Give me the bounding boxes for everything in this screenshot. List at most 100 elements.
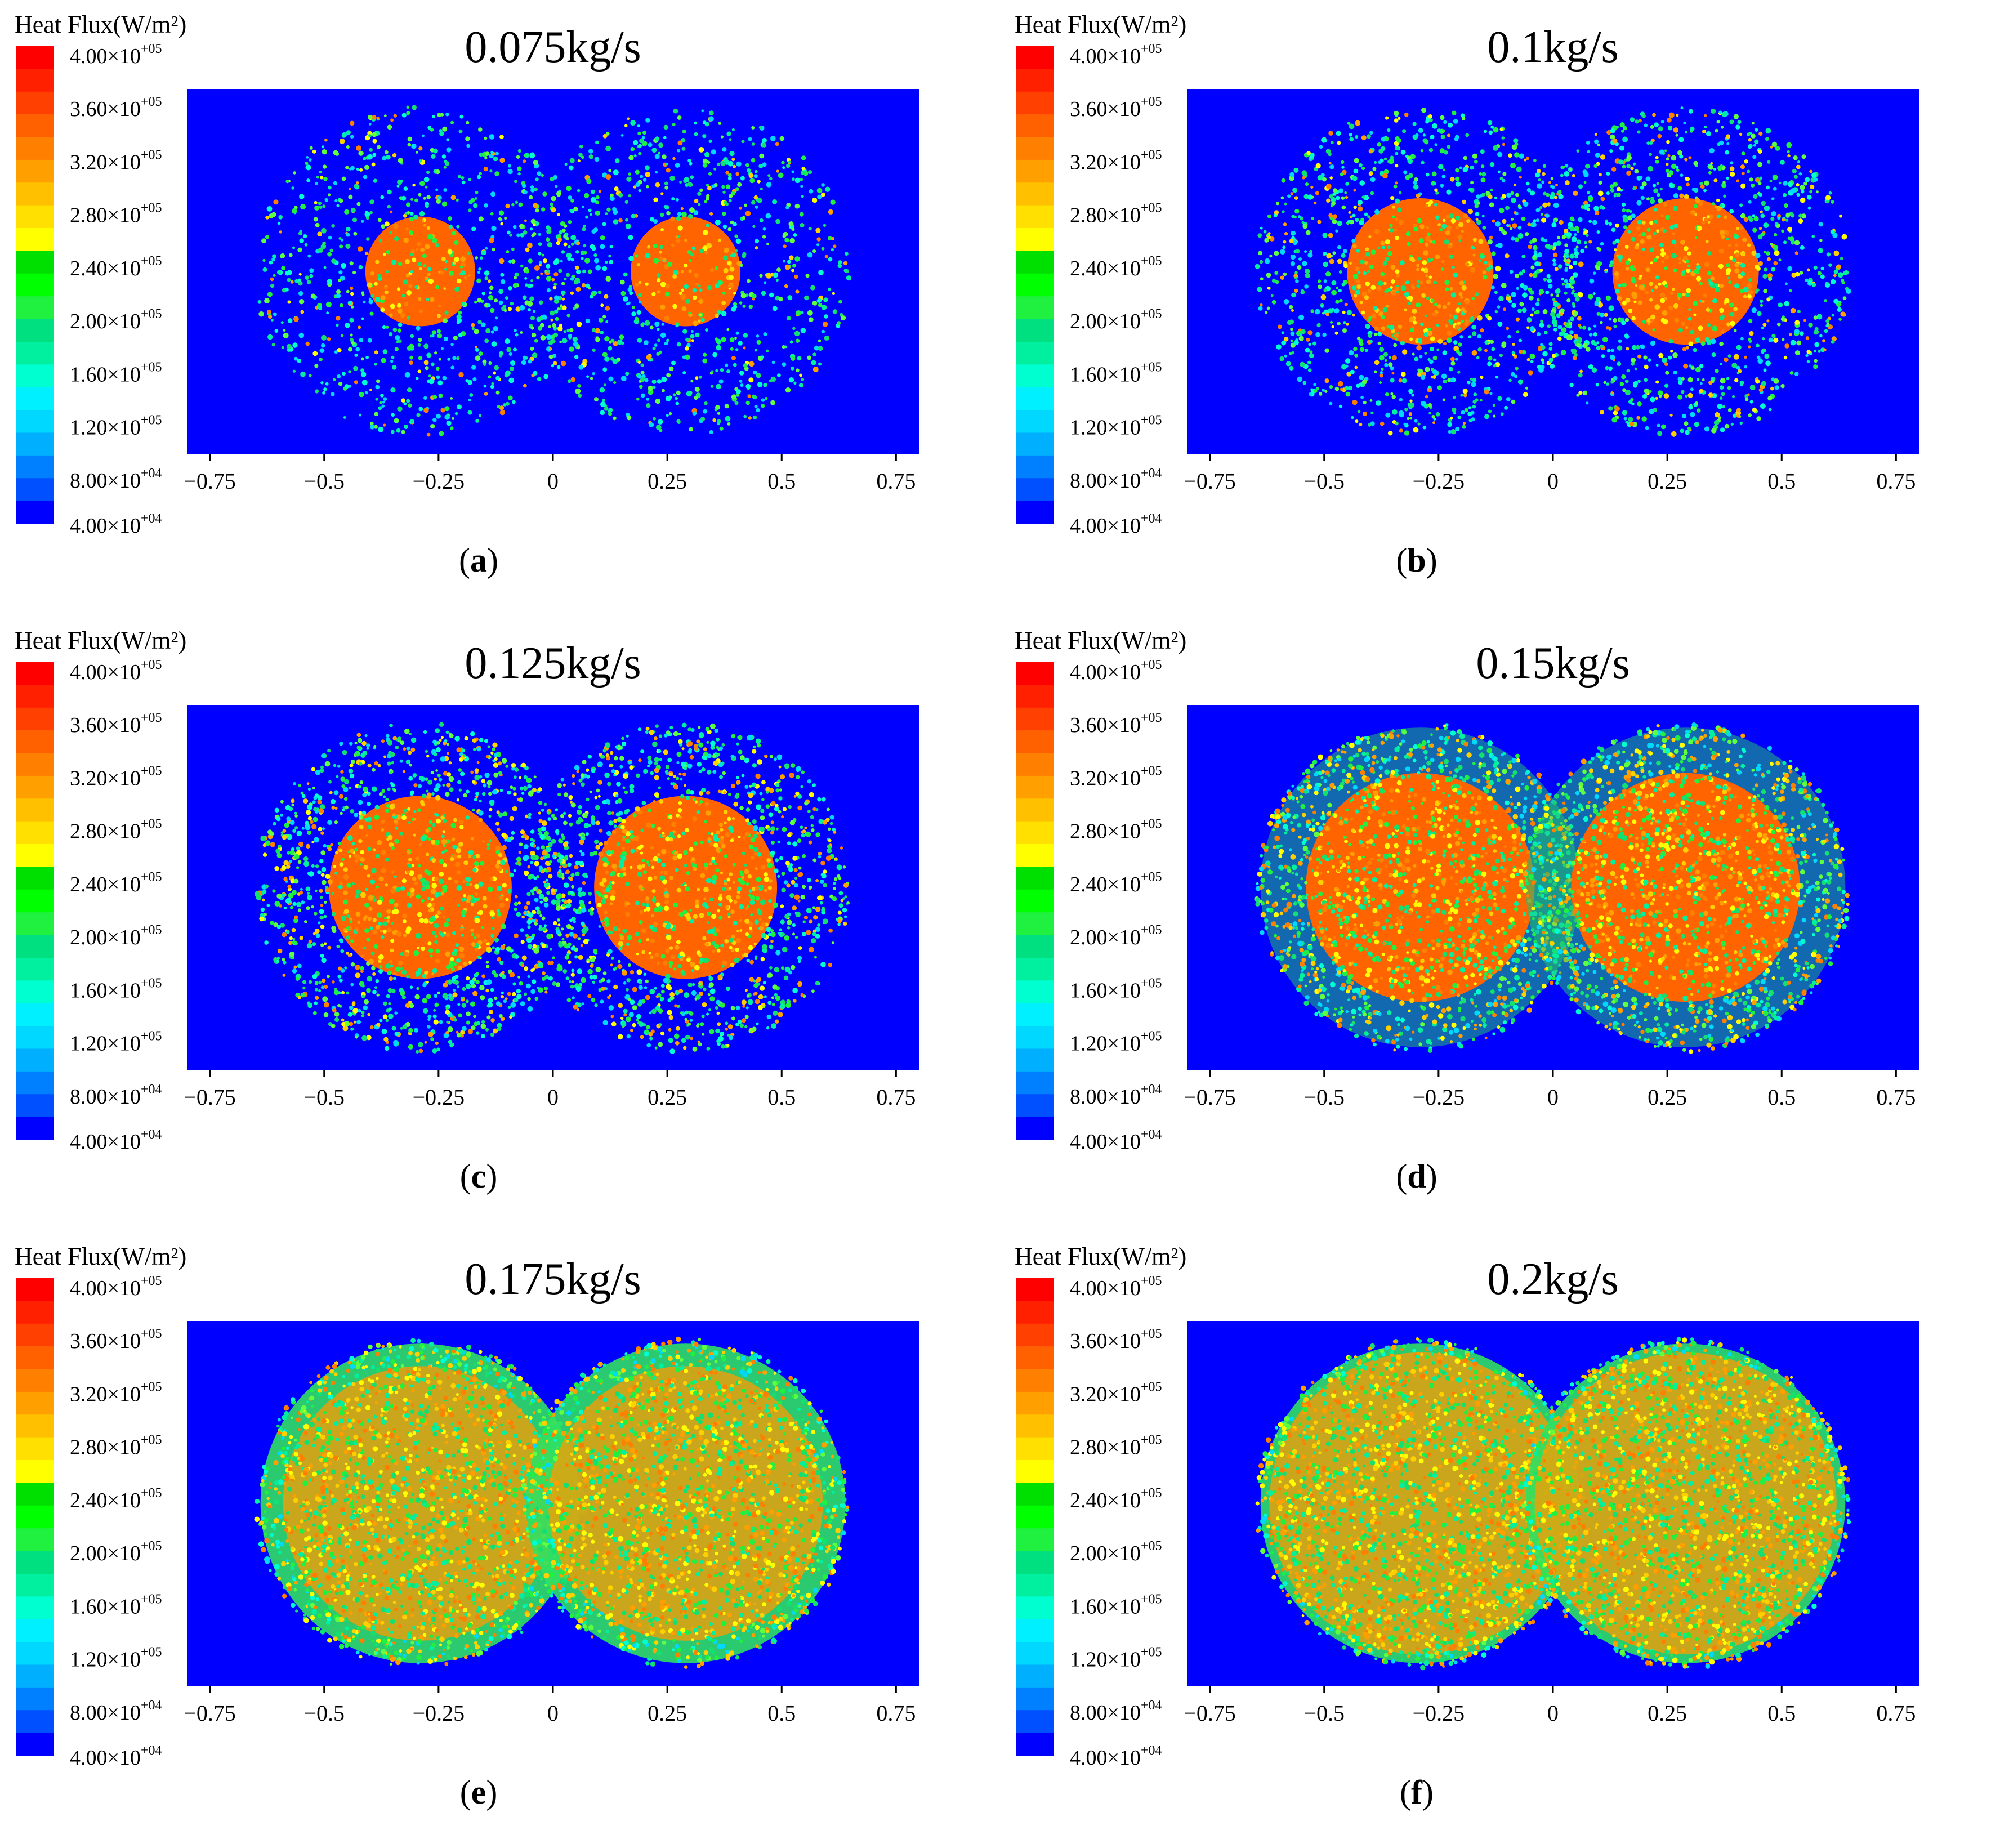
flux-speckle bbox=[717, 422, 720, 426]
flux-speckle bbox=[287, 300, 291, 304]
flux-speckle bbox=[1726, 142, 1730, 145]
flux-speckle bbox=[1354, 294, 1358, 298]
flux-speckle bbox=[1798, 218, 1803, 224]
flux-speckle bbox=[687, 250, 691, 255]
flux-speckle bbox=[475, 347, 479, 352]
flux-speckle bbox=[490, 330, 494, 334]
flux-speckle bbox=[1347, 122, 1351, 125]
flux-speckle bbox=[358, 150, 364, 156]
flux-speckle bbox=[1690, 329, 1695, 335]
flux-speckle bbox=[542, 191, 547, 197]
flux-speckle bbox=[372, 132, 377, 137]
flux-speckle bbox=[1678, 261, 1682, 265]
flux-speckle bbox=[382, 400, 385, 404]
flux-speckle bbox=[348, 370, 352, 374]
flux-speckle bbox=[332, 378, 336, 381]
flux-speckle bbox=[1512, 223, 1517, 229]
flux-speckle bbox=[1473, 392, 1477, 396]
flux-speckle bbox=[1832, 233, 1838, 238]
flux-speckle bbox=[1773, 261, 1778, 266]
flux-speckle bbox=[1582, 325, 1587, 330]
flux-speckle bbox=[530, 279, 533, 282]
flux-speckle bbox=[1488, 194, 1493, 199]
flux-speckle bbox=[690, 330, 694, 333]
flux-speckle bbox=[375, 260, 380, 264]
flux-speckle bbox=[1389, 158, 1394, 164]
flux-speckle bbox=[1688, 109, 1693, 114]
flux-speckle bbox=[1412, 258, 1416, 262]
flux-speckle bbox=[1544, 239, 1548, 242]
flux-speckle bbox=[527, 784, 532, 789]
flux-speckle bbox=[1565, 180, 1570, 185]
flux-speckle bbox=[446, 743, 449, 746]
flux-speckle bbox=[392, 930, 397, 935]
flux-speckle bbox=[504, 838, 507, 842]
flux-speckle bbox=[1529, 273, 1533, 278]
flux-speckle bbox=[404, 302, 409, 307]
flux-speckle bbox=[582, 205, 584, 208]
flux-speckle bbox=[484, 739, 489, 743]
flux-speckle bbox=[421, 134, 425, 137]
flux-speckle bbox=[1374, 229, 1380, 234]
flux-speckle bbox=[1371, 313, 1377, 319]
flux-speckle bbox=[1592, 220, 1597, 225]
flux-speckle bbox=[448, 224, 453, 229]
flux-speckle bbox=[775, 278, 779, 282]
flux-speckle bbox=[353, 365, 358, 371]
flux-speckle bbox=[499, 354, 502, 358]
flux-speckle bbox=[360, 357, 364, 361]
flux-speckle bbox=[1707, 221, 1711, 224]
flux-speckle bbox=[563, 224, 568, 228]
flux-speckle bbox=[1614, 275, 1619, 280]
flux-speckle bbox=[414, 285, 418, 289]
flux-speckle bbox=[613, 416, 617, 421]
flux-speckle bbox=[551, 278, 555, 282]
flux-speckle bbox=[1395, 164, 1399, 168]
flux-speckle bbox=[1810, 184, 1815, 189]
flux-speckle bbox=[586, 375, 590, 378]
flux-speckle bbox=[1669, 170, 1672, 173]
flux-speckle bbox=[1458, 292, 1463, 296]
flux-speckle bbox=[1727, 354, 1731, 358]
flux-speckle bbox=[626, 176, 632, 182]
flux-speckle bbox=[322, 391, 326, 395]
flux-speckle bbox=[1659, 187, 1663, 191]
flux-speckle bbox=[1398, 191, 1402, 195]
flux-speckle bbox=[1300, 361, 1305, 367]
flux-speckle bbox=[707, 160, 711, 164]
flux-speckle bbox=[1489, 392, 1493, 395]
flux-speckle bbox=[748, 416, 752, 420]
flux-speckle bbox=[1309, 249, 1312, 253]
flux-speckle bbox=[812, 197, 818, 203]
flux-speckle bbox=[1699, 389, 1704, 394]
flux-speckle bbox=[664, 205, 669, 210]
flux-speckle bbox=[475, 346, 478, 349]
flux-speckle bbox=[1718, 140, 1724, 146]
flux-speckle bbox=[1634, 367, 1637, 371]
x-tick-label: −0.75 bbox=[1184, 468, 1236, 494]
flux-speckle bbox=[574, 265, 579, 270]
flux-speckle bbox=[662, 258, 667, 262]
flux-speckle bbox=[659, 350, 663, 354]
flux-speckle bbox=[1481, 215, 1485, 218]
flux-speckle bbox=[429, 917, 435, 923]
flux-speckle bbox=[1359, 163, 1363, 167]
flux-speckle bbox=[481, 974, 486, 979]
flux-speckle bbox=[426, 994, 431, 999]
flux-speckle bbox=[1480, 253, 1484, 257]
flux-speckle bbox=[436, 413, 441, 419]
flux-speckle bbox=[337, 348, 342, 353]
flux-speckle bbox=[510, 302, 514, 306]
flux-speckle bbox=[288, 941, 293, 945]
flux-speckle bbox=[488, 375, 492, 379]
flux-speckle bbox=[538, 252, 542, 256]
flux-speckle bbox=[1452, 110, 1457, 115]
x-tick-label: −0.25 bbox=[1413, 468, 1465, 494]
flux-speckle bbox=[323, 387, 327, 391]
flux-speckle bbox=[1575, 297, 1580, 302]
flux-speckle bbox=[676, 216, 681, 221]
flux-speckle bbox=[1426, 226, 1430, 230]
flux-speckle bbox=[320, 753, 325, 758]
flux-speckle bbox=[1667, 117, 1672, 123]
flux-speckle bbox=[682, 130, 686, 134]
